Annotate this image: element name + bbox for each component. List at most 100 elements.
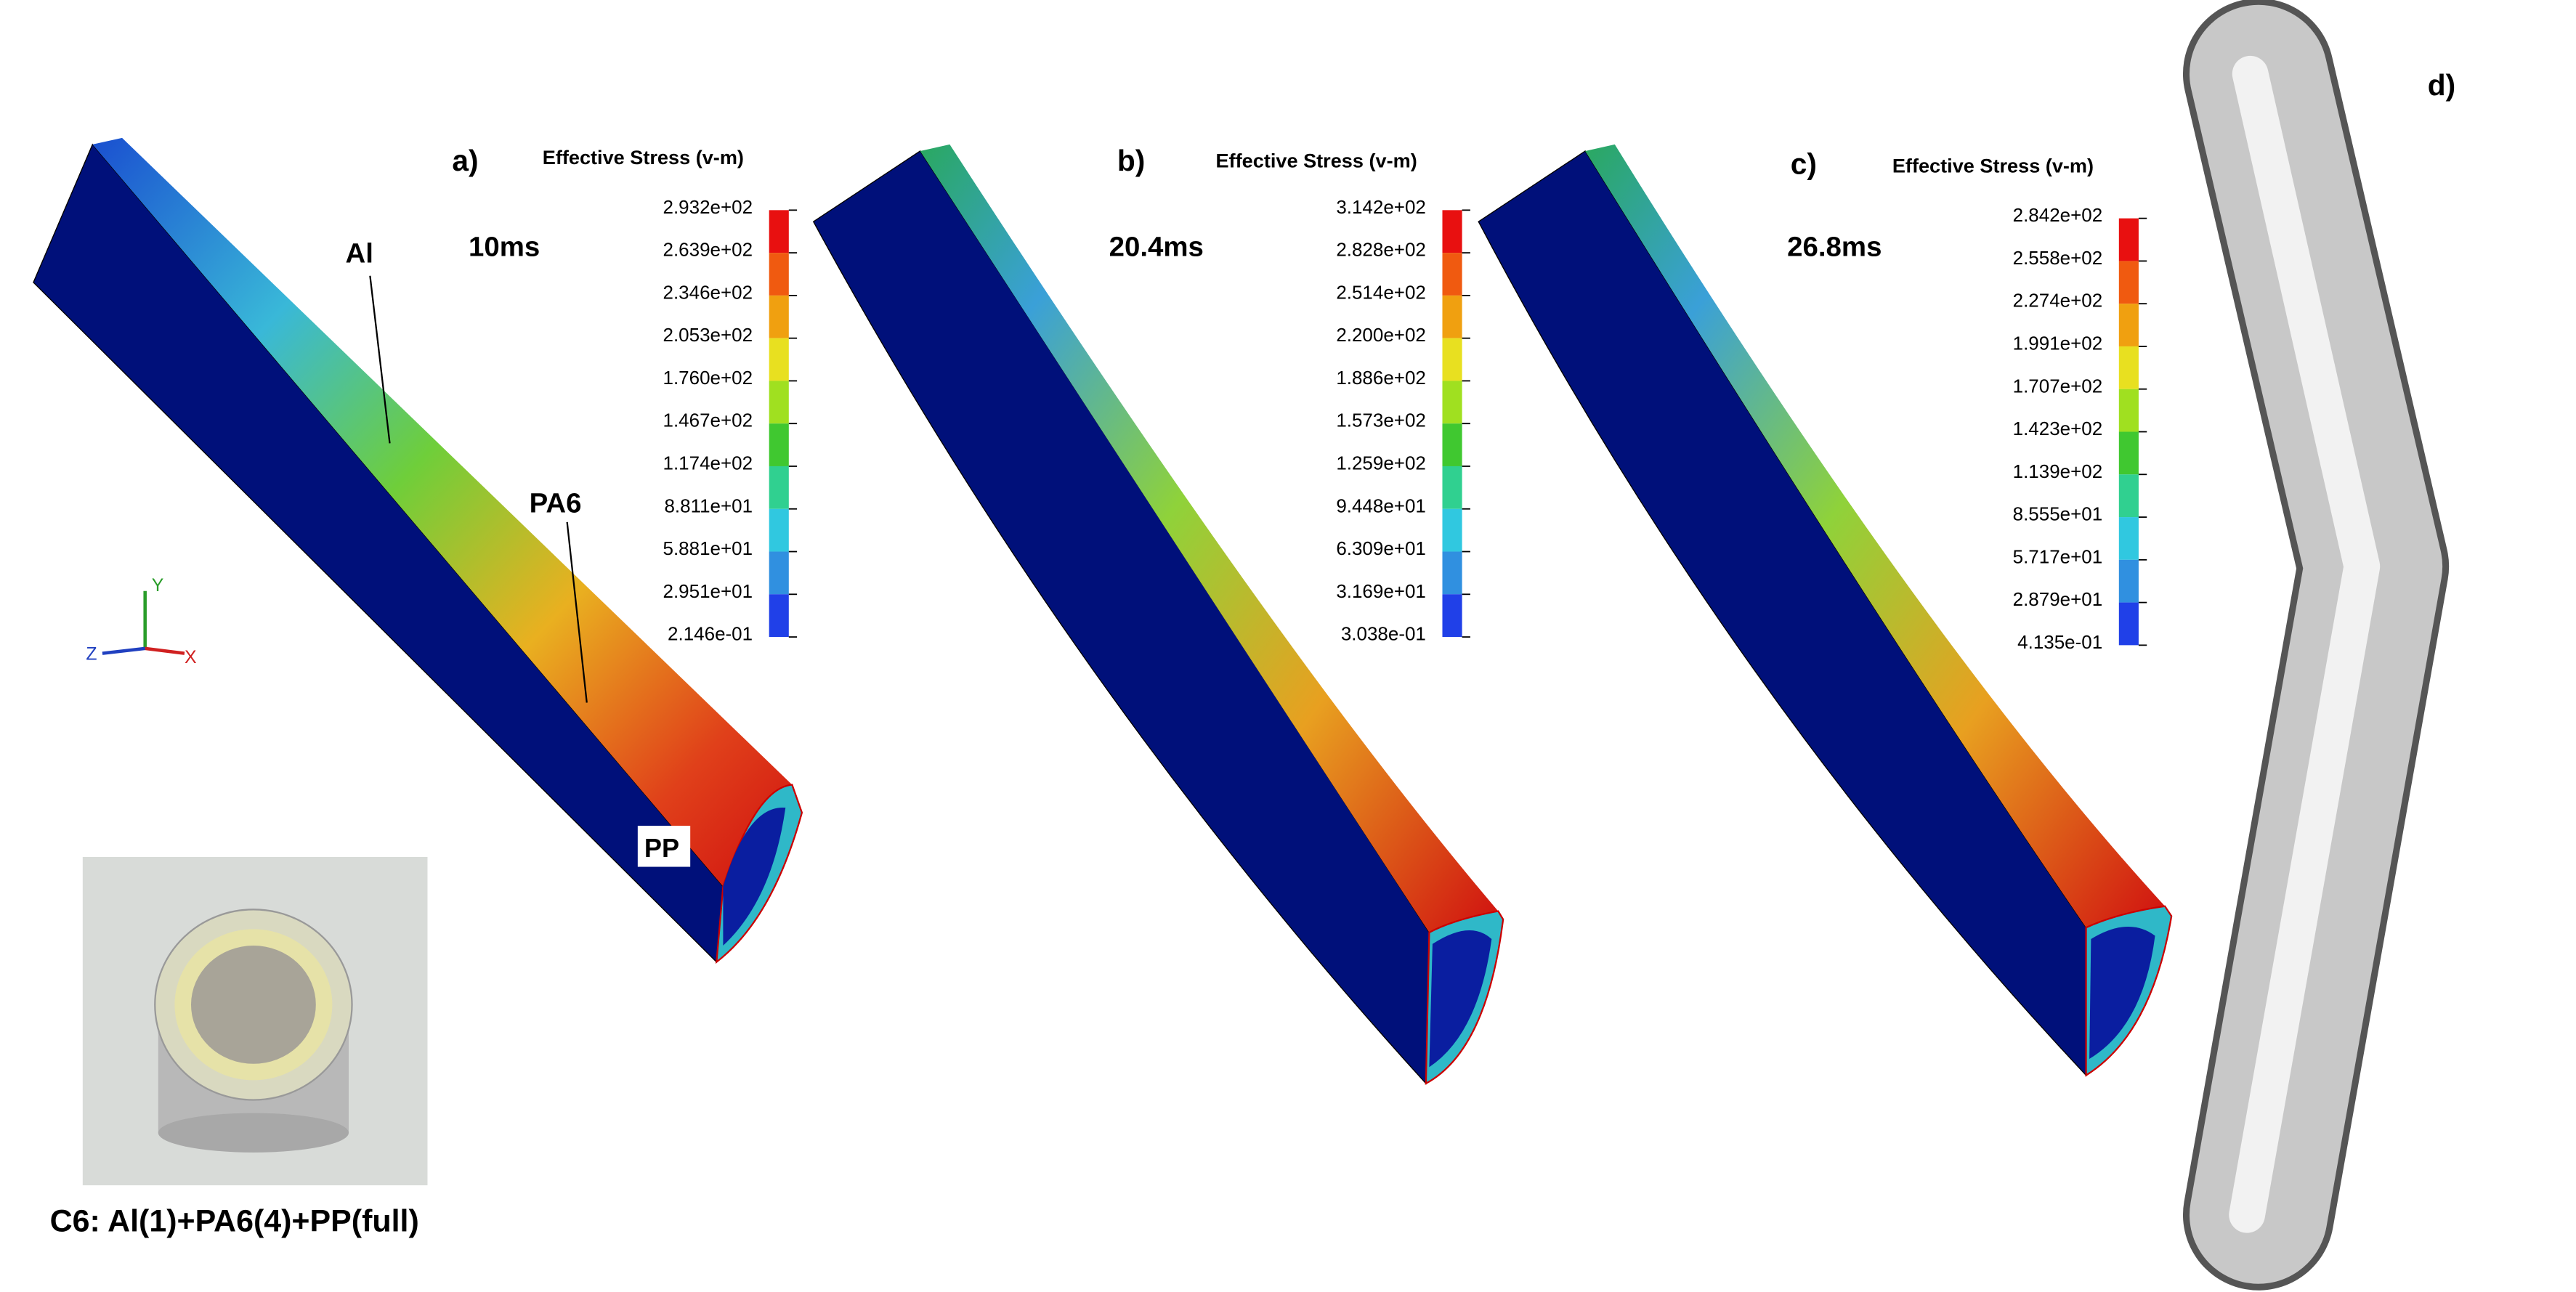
beam-core: [1429, 930, 1492, 1068]
legend-value: 2.053e+02: [663, 324, 753, 346]
legend-value: 2.558e+02: [2013, 247, 2103, 269]
colorbar-segment: [2118, 602, 2139, 646]
legend-value: 1.573e+02: [1336, 410, 1426, 431]
legend-value: 2.274e+02: [2013, 290, 2103, 312]
legend-value: 3.169e+01: [1336, 580, 1426, 602]
annotation-al: Al: [345, 238, 373, 269]
time-label: 26.8ms: [1787, 232, 1882, 263]
legend-value: 5.881e+01: [663, 537, 753, 559]
legend-value: 1.991e+02: [2013, 332, 2103, 354]
beam-core: [723, 807, 786, 946]
colorbar-segment: [1442, 466, 1462, 509]
cylinder-bottom: [158, 1113, 349, 1153]
colorbar-segment: [1442, 253, 1462, 296]
legend-title: Effective Stress (v-m): [543, 146, 744, 168]
legend-value: 2.932e+02: [663, 196, 753, 218]
colorbar-segment: [1442, 338, 1462, 381]
colorbar-segment: [2118, 559, 2139, 603]
legend-value: 2.951e+01: [663, 580, 753, 602]
panel-label: c): [1791, 147, 1817, 181]
colorbar-segment: [769, 594, 789, 638]
legend-value: 3.038e-01: [1341, 623, 1426, 645]
beam-core: [2089, 926, 2155, 1060]
annotation-pp: PP: [644, 833, 679, 863]
legend-value: 1.886e+02: [1336, 367, 1426, 389]
sample-photo: [82, 856, 428, 1186]
annotation-box: [637, 826, 691, 867]
axis-z-arrow: [102, 646, 145, 655]
colorbar-segment: [2118, 431, 2139, 475]
colorbar-segment: [769, 466, 789, 509]
legend-value: 2.514e+02: [1336, 281, 1426, 303]
colorbar-segment: [1442, 551, 1462, 595]
colorbar-segment: [769, 508, 789, 552]
legend-value: 4.135e-01: [2017, 631, 2102, 653]
legend-value: 2.828e+02: [1336, 239, 1426, 261]
beam-strip: [920, 144, 1499, 933]
colorbar-segment: [2118, 218, 2139, 261]
axis-triad: Y X Z: [86, 575, 197, 667]
colorbar-segment: [769, 381, 789, 424]
colorbar-segment: [2118, 261, 2139, 304]
axis-y-label: Y: [152, 575, 164, 596]
colorbar-segment: [2118, 389, 2139, 432]
colorbar-segment: [1442, 295, 1462, 338]
legend-value: 2.146e-01: [668, 623, 753, 645]
legend-value: 8.811e+01: [664, 495, 753, 516]
colorbar-segment: [1442, 423, 1462, 466]
legend-value: 1.467e+02: [663, 410, 753, 431]
legend-value: 2.842e+02: [2013, 204, 2103, 226]
time-label: 20.4ms: [1109, 232, 1204, 263]
colorbar-segment: [769, 338, 789, 381]
beam-strip: [1585, 144, 2166, 928]
legend-value: 1.139e+02: [2013, 460, 2103, 482]
colorbar-segment: [769, 295, 789, 338]
pp-core: [190, 946, 316, 1064]
legend-value: 1.760e+02: [663, 367, 753, 389]
legend-value: 6.309e+01: [1336, 537, 1426, 559]
colorbar-segment: [1442, 594, 1462, 638]
photo-caption: C6: Al(1)+PA6(4)+PP(full): [50, 1203, 419, 1238]
legend-value: 1.174e+02: [663, 452, 753, 474]
legend-value: 2.346e+02: [663, 281, 753, 303]
axis-x-arrow: [145, 646, 185, 655]
colorbar-segment: [2118, 304, 2139, 346]
leader-line: [369, 275, 391, 444]
legend-value: 1.423e+02: [2013, 418, 2103, 439]
legend-title: Effective Stress (v-m): [1216, 150, 1417, 172]
legend-value: 2.639e+02: [663, 239, 753, 261]
colorbar-segment: [2118, 346, 2139, 389]
annotation-pa6: PA6: [530, 487, 582, 519]
beam-a: [33, 137, 803, 964]
axis-z-label: Z: [86, 644, 97, 665]
time-label: 10ms: [469, 232, 540, 263]
legend-value: 8.555e+01: [2013, 503, 2103, 525]
panel-label: d): [2428, 68, 2455, 102]
beam-strip: [92, 137, 793, 887]
beam-face: [1478, 150, 2087, 1077]
legend-value: 5.717e+01: [2013, 545, 2103, 567]
tube-highlight: [2229, 55, 2381, 1233]
colorbar-segment: [1442, 508, 1462, 552]
leader-line: [566, 521, 588, 703]
beam-c: [1478, 144, 2173, 1077]
beam-b: [812, 144, 1504, 1085]
legend-value: 1.707e+02: [2013, 375, 2103, 397]
legend-value: 2.879e+01: [2013, 588, 2103, 610]
colorbar-segment: [769, 210, 789, 253]
panel-label: b): [1117, 144, 1145, 177]
tube-photo: [2182, 0, 2450, 1291]
colorbar-segment: [2118, 517, 2139, 560]
colorbar-segment: [769, 551, 789, 595]
colorbar-segment: [1442, 381, 1462, 424]
colorbar-segment: [1442, 210, 1462, 253]
colorbar-segment: [769, 423, 789, 466]
beam-face: [33, 143, 724, 964]
legend-value: 2.200e+02: [1336, 324, 1426, 346]
legend-value: 9.448e+01: [1336, 495, 1426, 516]
colorbar-segment: [2118, 474, 2139, 518]
panel-label: a): [452, 144, 478, 177]
colorbar-segment: [769, 253, 789, 296]
